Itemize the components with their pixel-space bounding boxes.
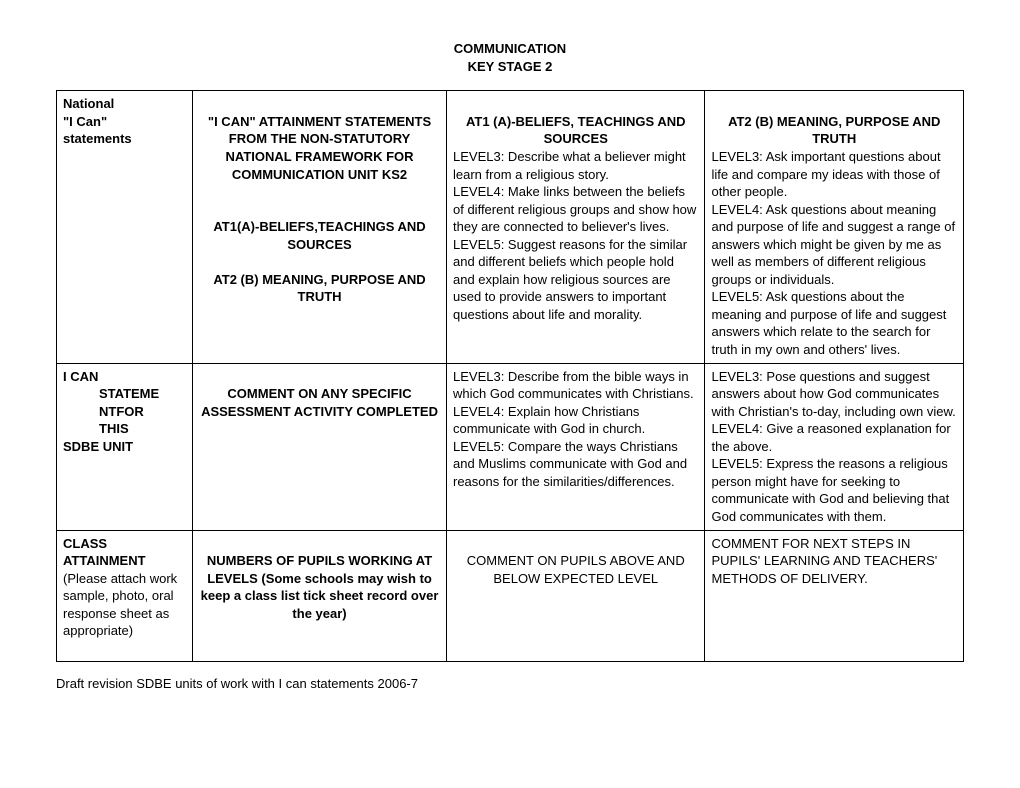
label: NTFOR: [63, 403, 186, 421]
level-text: LEVEL4: Give a reasoned explanation for …: [711, 420, 957, 455]
table-row: CLASS ATTAINMENT (Please attach work sam…: [57, 530, 964, 662]
heading: COMMENT ON ANY SPECIFIC ASSESSMENT ACTIV…: [199, 385, 440, 420]
table-row: National "I Can" statements "I CAN" ATTA…: [57, 91, 964, 363]
cell-class-attainment: CLASS ATTAINMENT (Please attach work sam…: [57, 530, 193, 662]
label: CLASS: [63, 535, 186, 553]
label: SDBE UNIT: [63, 438, 186, 456]
text: COMMENT ON PUPILS ABOVE AND BELOW EXPECT…: [453, 552, 698, 587]
cell-pupil-numbers: NUMBERS OF PUPILS WORKING AT LEVELS (Som…: [193, 530, 447, 662]
cell-levels-a: LEVEL3: Describe from the bible ways in …: [447, 363, 705, 530]
level-text: LEVEL3: Ask important questions about li…: [711, 148, 957, 201]
table-row: I CAN STATEME NTFOR THIS SDBE UNIT COMME…: [57, 363, 964, 530]
text: COMMENT FOR NEXT STEPS IN PUPILS' LEARNI…: [711, 535, 957, 588]
cell-levels-b: LEVEL3: Pose questions and suggest answe…: [705, 363, 964, 530]
cell-comment-levels: COMMENT ON PUPILS ABOVE AND BELOW EXPECT…: [447, 530, 705, 662]
subheading: AT2 (B) MEANING, PURPOSE AND TRUTH: [199, 271, 440, 306]
note: (Please attach work sample, photo, oral …: [63, 570, 186, 640]
level-text: LEVEL3: Describe what a believer might l…: [453, 148, 698, 183]
level-text: LEVEL3: Pose questions and suggest answe…: [711, 368, 957, 421]
level-text: LEVEL3: Describe from the bible ways in …: [453, 368, 698, 403]
level-text: LEVEL4: Explain how Christians communica…: [453, 403, 698, 438]
cell-comment-activity: COMMENT ON ANY SPECIFIC ASSESSMENT ACTIV…: [193, 363, 447, 530]
cell-national: National "I Can" statements: [57, 91, 193, 363]
label: THIS: [63, 420, 186, 438]
level-text: LEVEL5: Express the reasons a religious …: [711, 455, 957, 525]
cell-ican: I CAN STATEME NTFOR THIS SDBE UNIT: [57, 363, 193, 530]
subheading: AT1(A)-BELIEFS,TEACHINGS AND SOURCES: [199, 218, 440, 253]
cell-at2: AT2 (B) MEANING, PURPOSE AND TRUTH LEVEL…: [705, 91, 964, 363]
label: statements: [63, 130, 186, 148]
label: I CAN: [63, 368, 186, 386]
title-line-2: KEY STAGE 2: [56, 58, 964, 76]
heading: AT2 (B) MEANING, PURPOSE AND TRUTH: [711, 113, 957, 148]
heading: NUMBERS OF PUPILS WORKING AT LEVELS (Som…: [199, 552, 440, 622]
footer-text: Draft revision SDBE units of work with I…: [56, 676, 964, 691]
title-line-1: COMMUNICATION: [56, 40, 964, 58]
cell-next-steps: COMMENT FOR NEXT STEPS IN PUPILS' LEARNI…: [705, 530, 964, 662]
attainment-table: National "I Can" statements "I CAN" ATTA…: [56, 90, 964, 662]
level-text: LEVEL4: Ask questions about meaning and …: [711, 201, 957, 289]
label: "I Can": [63, 113, 186, 131]
level-text: LEVEL5: Ask questions about the meaning …: [711, 288, 957, 358]
label: National: [63, 95, 186, 113]
level-text: LEVEL5: Suggest reasons for the similar …: [453, 236, 698, 324]
label: ATTAINMENT: [63, 552, 186, 570]
heading: AT1 (A)-BELIEFS, TEACHINGS AND SOURCES: [453, 113, 698, 148]
cell-at1: AT1 (A)-BELIEFS, TEACHINGS AND SOURCES L…: [447, 91, 705, 363]
cell-framework: "I CAN" ATTAINMENT STATEMENTS FROM THE N…: [193, 91, 447, 363]
document-title: COMMUNICATION KEY STAGE 2: [56, 40, 964, 76]
level-text: LEVEL5: Compare the ways Christians and …: [453, 438, 698, 491]
level-text: LEVEL4: Make links between the beliefs o…: [453, 183, 698, 236]
label: STATEME: [63, 385, 186, 403]
heading: "I CAN" ATTAINMENT STATEMENTS FROM THE N…: [199, 113, 440, 183]
